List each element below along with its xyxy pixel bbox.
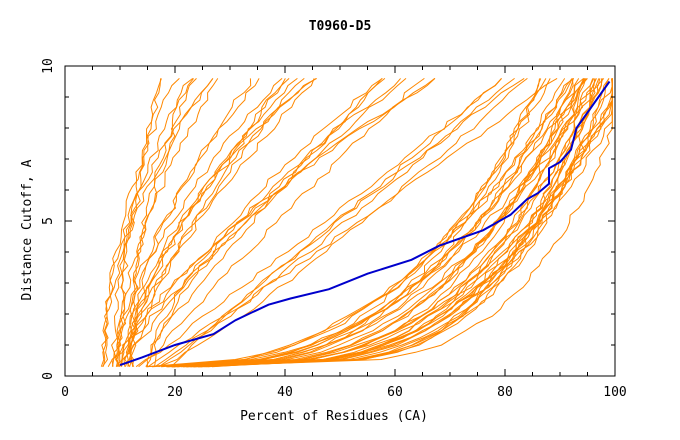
series-line-model — [121, 78, 436, 367]
series-line-model — [135, 78, 502, 368]
series-line-model — [198, 78, 610, 368]
series-line-model — [181, 78, 585, 368]
series-line-model — [161, 78, 584, 368]
series-line-model — [130, 78, 286, 367]
series-line-model — [128, 77, 317, 367]
series-line-model — [166, 78, 574, 368]
series-line-model — [101, 78, 180, 367]
series-line-model — [177, 78, 574, 368]
series-line-model — [111, 78, 194, 367]
series-line-model — [166, 78, 595, 368]
x-tick-label: 100 — [603, 385, 626, 400]
y-tick-label: 0 — [41, 372, 56, 380]
series-line-model — [101, 78, 214, 367]
series-line-model — [145, 77, 383, 367]
x-tick-label: 80 — [497, 385, 513, 400]
y-tick-label: 10 — [41, 58, 56, 74]
series-line-model — [205, 78, 601, 368]
x-tick-label: 40 — [277, 385, 293, 400]
y-axis: 0 5 10 — [41, 58, 615, 380]
series-line-model — [171, 78, 587, 368]
chart-title: T0960-D5 — [309, 19, 372, 34]
series-line-model — [211, 78, 588, 368]
series-line-model — [123, 78, 305, 367]
x-tick-label: 20 — [167, 385, 183, 400]
series-line-model — [124, 77, 317, 367]
series-line-model — [129, 78, 298, 367]
series-line-model — [127, 78, 252, 367]
series-line-model — [170, 77, 525, 368]
series-line-model — [168, 78, 613, 368]
y-axis-label: Distance Cutoff, A — [20, 159, 35, 300]
series-line-model — [154, 78, 502, 368]
series-line-model — [146, 78, 551, 368]
series-line-model — [115, 78, 162, 367]
x-tick-label: 0 — [61, 385, 69, 400]
x-tick-label: 60 — [387, 385, 403, 400]
series-line-model — [111, 78, 260, 367]
series-line-model — [186, 78, 613, 368]
series-line-model — [138, 78, 386, 368]
x-axis-label: Percent of Residues (CA) — [240, 409, 428, 424]
series-line-model — [197, 78, 594, 368]
series-line-highlighted — [119, 80, 611, 367]
x-axis: 0 20 40 60 80 100 — [61, 66, 627, 400]
series-line-model — [115, 78, 283, 367]
series-line-model — [107, 78, 407, 367]
series-line-model — [193, 78, 613, 368]
series-group-highlighted — [119, 80, 611, 367]
series-line-model — [197, 78, 613, 368]
series-line-model — [146, 77, 425, 367]
series-group-other-models — [100, 77, 613, 368]
series-line-model — [113, 78, 219, 367]
series-line-model — [119, 78, 383, 367]
series-line-model — [173, 78, 542, 368]
series-line-model — [191, 78, 610, 368]
series-line-model — [153, 78, 401, 367]
series-line-model — [158, 77, 515, 368]
series-line-model — [115, 78, 436, 367]
series-line-model — [177, 78, 605, 368]
series-line-model — [173, 78, 566, 368]
series-line-model — [171, 78, 613, 368]
y-tick-label: 5 — [41, 217, 56, 225]
series-line-model — [100, 78, 214, 367]
series-line-model — [124, 78, 197, 367]
series-line-model — [151, 78, 573, 368]
